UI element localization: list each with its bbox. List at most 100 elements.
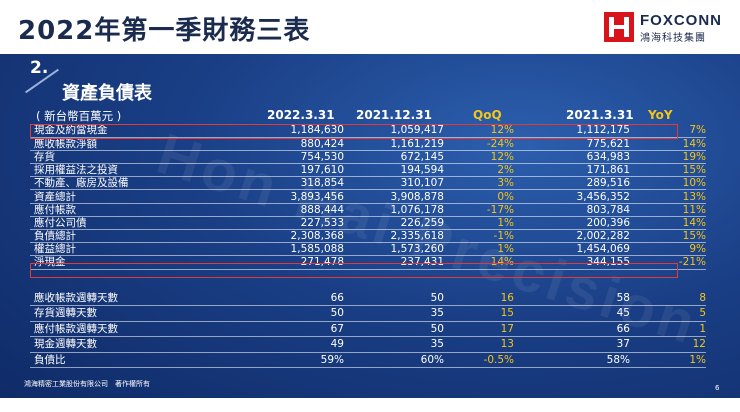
table-cell: 318,854	[226, 176, 344, 191]
table-cell: 10%	[630, 176, 706, 191]
row-label: 採用權益法之投資	[30, 163, 226, 178]
table-cell: -17%	[444, 203, 514, 217]
table-cell: 14%	[630, 216, 706, 231]
table-row: 資產總計 3,893,456 3,908,878 0% 3,456,352 13%	[30, 189, 706, 204]
row-label: 負債比	[30, 352, 226, 368]
table-cell: 58	[514, 290, 630, 306]
table-row: 權益總計 1,585,088 1,573,260 1% 1,454,069 9%	[30, 242, 706, 257]
table-cell: 1,585,088	[226, 242, 344, 257]
table-row: 應付帳款 888,444 1,076,178 -17% 803,784 11%	[30, 203, 706, 217]
table-row: 採用權益法之投資 197,610 194,594 2% 171,861 15%	[30, 163, 706, 178]
table-cell: 15%	[630, 229, 706, 244]
table-cell: 3%	[444, 176, 514, 191]
row-label: 應收帳款淨額	[30, 137, 226, 151]
table-cell: 888,444	[226, 203, 344, 217]
table-cell: 45	[514, 305, 630, 322]
table-row: 應收帳款淨額 880,424 1,161,219 -24% 775,621 14%	[30, 137, 706, 151]
row-label: 淨現金	[30, 255, 226, 270]
table-cell: 1,573,260	[344, 242, 444, 257]
highlight-cash-row	[30, 124, 678, 139]
row-label: 現金週轉天數	[30, 336, 226, 353]
table-cell: 17	[444, 321, 514, 337]
table-cell: 1,112,175	[514, 124, 630, 138]
table-cell: 7%	[630, 124, 706, 138]
row-label: 存貨週轉天數	[30, 305, 226, 322]
header-2021-3-31: 2021.3.31	[566, 108, 634, 122]
table-cell: 2,308,368	[226, 229, 344, 244]
logo-subtitle: 鴻海科技集團	[640, 33, 706, 44]
table-cell: 634,983	[514, 150, 630, 165]
table-cell: 11%	[630, 203, 706, 217]
table-cell: 1,184,630	[226, 124, 344, 138]
table-cell: 5	[630, 305, 706, 322]
foxconn-logo-icon	[604, 12, 634, 42]
header-yoy: YoY	[648, 108, 673, 122]
table-row: 負債總計 2,308,368 2,335,618 -1% 2,002,282 15%	[30, 229, 706, 244]
table-row: 不動產、廠房及設備 318,854 310,107 3% 289,516 10%	[30, 176, 706, 191]
table-cell: 271,478	[226, 255, 344, 270]
table-cell: 35	[344, 336, 444, 353]
header-qoq: QoQ	[473, 108, 502, 122]
table-cell: 803,784	[514, 203, 630, 217]
table-cell: 3,456,352	[514, 189, 630, 204]
row-label: 不動產、廠房及設備	[30, 176, 226, 191]
table-row: 現金週轉天數 49 35 13 37 12	[30, 336, 706, 353]
table-row: 應付公司債 227,533 226,259 1% 200,396 14%	[30, 216, 706, 231]
table-cell: 3,908,878	[344, 189, 444, 204]
table-cell: 50	[344, 321, 444, 337]
table-cell: 12	[630, 336, 706, 353]
table-cell: 16	[444, 290, 514, 306]
row-label: 現金及約當現金	[30, 124, 226, 138]
table-cell: 344,155	[514, 255, 630, 270]
logo-brand: FOXCONN	[640, 12, 722, 29]
table-cell: 66	[514, 321, 630, 337]
table-cell: 289,516	[514, 176, 630, 191]
table-cell: 1,076,178	[344, 203, 444, 217]
row-label: 資產總計	[30, 189, 226, 204]
table-cell: 35	[344, 305, 444, 322]
table-cell: 14%	[444, 255, 514, 270]
table-cell: 49	[226, 336, 344, 353]
row-label: 負債總計	[30, 229, 226, 244]
table-cell: 754,530	[226, 150, 344, 165]
table-cell: 1	[630, 321, 706, 337]
table-cell: 15	[444, 305, 514, 322]
bottom-strip	[0, 398, 740, 412]
table-cell: 14%	[630, 137, 706, 151]
table-cell: 58%	[514, 352, 630, 368]
table-row: 存貨 754,530 672,145 12% 634,983 19%	[30, 150, 706, 165]
table-cell: 171,861	[514, 163, 630, 178]
table-cell: 13	[444, 336, 514, 353]
row-label: 權益總計	[30, 242, 226, 257]
row-label: 應付公司債	[30, 216, 226, 231]
table-cell: 227,533	[226, 216, 344, 231]
table-row: 應付帳款週轉天數 67 50 17 66 1	[30, 321, 706, 337]
table-row: 現金及約當現金 1,184,630 1,059,417 12% 1,112,175 7%	[30, 124, 706, 138]
header-2022-3-31: 2022.3.31	[267, 108, 335, 122]
table-cell: 37	[514, 336, 630, 353]
table-cell: 67	[226, 321, 344, 337]
title-bar: 2022年第一季財務三表 FOXCONN 鴻海科技集團	[0, 0, 740, 54]
table-cell: 194,594	[344, 163, 444, 178]
table-cell: 19%	[630, 150, 706, 165]
table-cell: 12%	[444, 124, 514, 138]
foxconn-logo: FOXCONN 鴻海科技集團	[604, 12, 734, 44]
table-cell: 3,893,456	[226, 189, 344, 204]
table-cell: 12%	[444, 150, 514, 165]
highlight-net-cash-row	[30, 263, 678, 278]
balance-sheet-table: 現金及約當現金 1,184,630 1,059,417 12% 1,112,175 7% 應…	[30, 124, 706, 270]
table-cell: 226,259	[344, 216, 444, 231]
section-title: 資產負債表	[62, 83, 152, 104]
table-cell: 1%	[630, 352, 706, 368]
table-cell: 237,431	[344, 255, 444, 270]
table-row: 存貨週轉天數 50 35 15 45 5	[30, 305, 706, 322]
table-cell: 200,396	[514, 216, 630, 231]
header-2021-12-31: 2021.12.31	[356, 108, 432, 122]
table-cell: 59%	[226, 352, 344, 368]
table-cell: 50	[344, 290, 444, 306]
unit-label: ( 新台幣百萬元 )	[36, 109, 122, 123]
table-cell: 13%	[630, 189, 706, 204]
table-cell: -1%	[444, 229, 514, 244]
table-cell: 8	[630, 290, 706, 306]
